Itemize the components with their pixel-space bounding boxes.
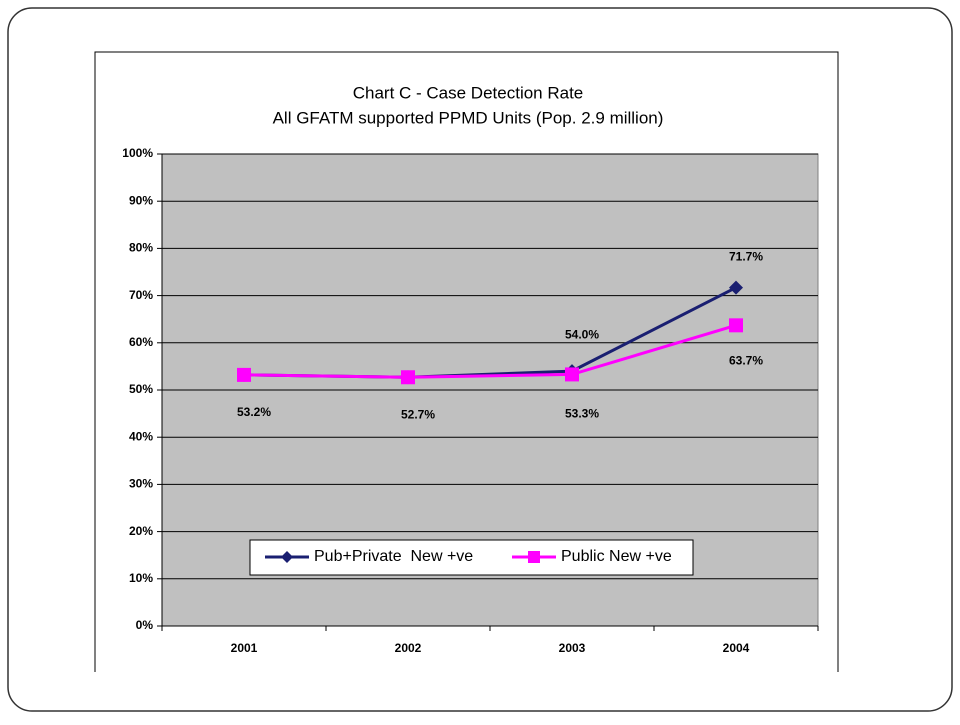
slide-frame	[7, 7, 953, 712]
y-tick-label: 0%	[136, 618, 154, 632]
data-label: 53.2%	[237, 405, 271, 419]
x-tick-label: 2002	[395, 641, 422, 655]
y-tick-label: 10%	[129, 571, 153, 585]
chart-frame	[94, 51, 839, 672]
x-tick-label: 2004	[723, 641, 750, 655]
legend-label: Public New +ve	[561, 548, 672, 565]
y-tick-label: 30%	[129, 477, 153, 491]
x-tick-label: 2001	[231, 641, 258, 655]
marker	[565, 367, 579, 382]
chart-subtitle: All GFATM supported PPMD Units (Pop. 2.9…	[273, 108, 664, 127]
legend-box	[249, 539, 694, 576]
legend-label: Pub+Private New +ve	[314, 548, 473, 565]
marker	[729, 318, 743, 333]
marker	[729, 280, 743, 295]
y-tick-label: 80%	[129, 241, 153, 255]
marker	[401, 370, 415, 385]
data-label: 54.0%	[565, 327, 599, 341]
y-tick-label: 60%	[129, 335, 153, 349]
y-tick-label: 20%	[129, 524, 153, 538]
y-tick-label: 40%	[129, 429, 153, 443]
y-tick-label: 90%	[129, 193, 153, 207]
data-label: 52.7%	[401, 407, 435, 421]
data-label: 63.7%	[729, 354, 763, 368]
chart-title: Chart C - Case Detection Rate	[353, 83, 584, 102]
legend-marker	[281, 551, 293, 563]
marker	[237, 367, 251, 382]
data-label: 53.3%	[565, 407, 599, 421]
y-tick-label: 70%	[129, 288, 153, 302]
y-tick-label: 50%	[129, 382, 153, 396]
data-label: 71.7%	[729, 250, 763, 264]
series-line	[243, 323, 737, 379]
y-tick-label: 100%	[122, 146, 153, 160]
legend-marker	[528, 551, 540, 563]
x-tick-label: 2003	[559, 641, 586, 655]
